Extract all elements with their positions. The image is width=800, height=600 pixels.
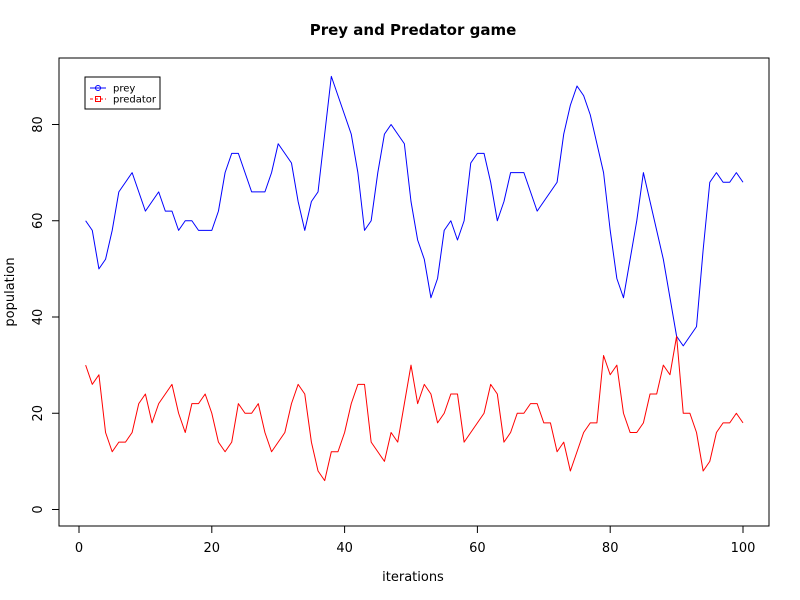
x-tick-label: 40 [336,541,353,556]
x-tick-label: 0 [75,541,83,556]
legend-label: predator [113,95,157,106]
legend-box [84,76,161,110]
y-tick-label: 80 [31,116,46,133]
legend-item-predator: predator [90,95,157,106]
series-layer [85,75,744,482]
legend-label: prey [113,84,135,95]
y-tick-label: 40 [31,309,46,326]
x-tick-label: 20 [204,541,221,556]
legend-item-prey: prey [90,84,135,95]
legend-marker-square [95,96,101,102]
series-line-predator [85,335,744,482]
y-tick-label: 20 [31,405,46,422]
chart-title: Prey and Predator game [310,21,517,39]
x-tick-label: 100 [731,541,756,556]
legend-marker-circle [95,85,101,91]
y-axis: 0 20 40 60 80 [31,116,60,514]
y-tick-label: 0 [31,505,46,513]
x-tick-label: 60 [469,541,486,556]
y-axis-label: population [3,257,18,326]
series-line-prey [85,75,744,347]
x-axis-label: iterations [382,570,444,585]
x-tick-label: 80 [602,541,619,556]
x-axis: 0 20 40 60 80 100 [75,525,756,556]
y-tick-label: 60 [31,212,46,229]
